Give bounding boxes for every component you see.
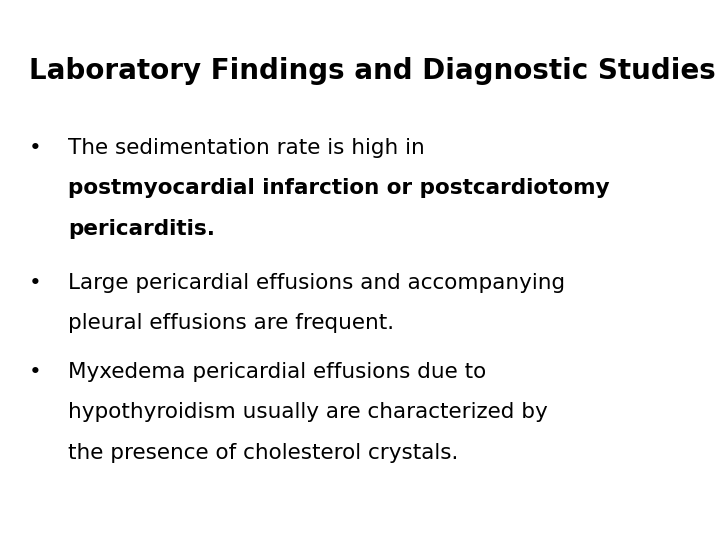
Text: postmyocardial infarction or postcardiotomy: postmyocardial infarction or postcardiot…: [68, 178, 610, 198]
Text: The sedimentation rate is high in: The sedimentation rate is high in: [68, 138, 432, 158]
Text: pleural effusions are frequent.: pleural effusions are frequent.: [68, 313, 395, 333]
Text: •: •: [29, 138, 42, 158]
Text: Laboratory Findings and Diagnostic Studies: Laboratory Findings and Diagnostic Studi…: [29, 57, 716, 85]
Text: hypothyroidism usually are characterized by: hypothyroidism usually are characterized…: [68, 402, 548, 422]
Text: pericarditis.: pericarditis.: [68, 219, 215, 239]
Text: •: •: [29, 362, 42, 382]
Text: •: •: [29, 273, 42, 293]
Text: Myxedema pericardial effusions due to: Myxedema pericardial effusions due to: [68, 362, 487, 382]
Text: Large pericardial effusions and accompanying: Large pericardial effusions and accompan…: [68, 273, 565, 293]
Text: the presence of cholesterol crystals.: the presence of cholesterol crystals.: [68, 443, 459, 463]
